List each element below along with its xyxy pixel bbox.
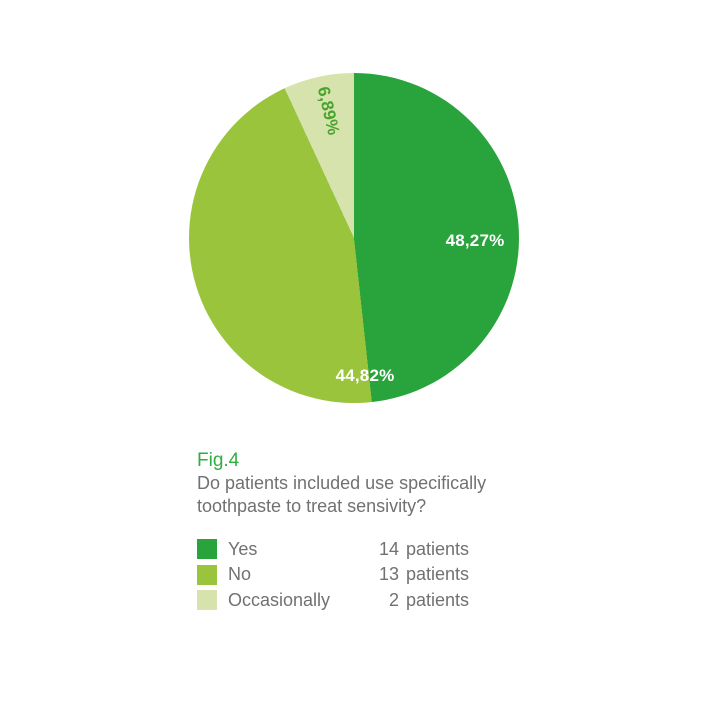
slice-percent-label-no: 44,82% bbox=[335, 366, 395, 385]
caption-block: Fig.4 Do patients included use specifica… bbox=[197, 449, 486, 518]
legend-swatch-no bbox=[197, 564, 217, 585]
legend-label-occasionally: Occasionally bbox=[228, 589, 331, 610]
figure-question-line2: toothpaste to treat sensivity? bbox=[197, 496, 427, 516]
legend-swatch-yes bbox=[197, 539, 217, 559]
legend: Yes 14 patients No 13 patients Occasiona… bbox=[197, 539, 469, 616]
slice-percent-label-occasionally: 6,89% bbox=[313, 84, 344, 137]
legend-swatch-occasionally bbox=[197, 590, 217, 610]
legend-label-no: No bbox=[228, 564, 252, 584]
legend-count-yes: 14 bbox=[378, 538, 399, 559]
legend-row-no: No 13 patients bbox=[197, 564, 470, 585]
slice-percent-label-yes: 48,27% bbox=[445, 231, 505, 250]
legend-label-yes: Yes bbox=[228, 538, 258, 559]
legend-count-occasionally: 2 bbox=[388, 589, 399, 610]
legend-unit-occasionally: patients bbox=[406, 589, 470, 610]
legend-count-no: 13 bbox=[378, 564, 399, 584]
figure-question: Do patients included use specifically to… bbox=[197, 472, 486, 518]
legend-unit-no: patients bbox=[406, 564, 470, 584]
figure-number: Fig.4 bbox=[197, 450, 240, 471]
figure-question-line1: Do patients included use specifically bbox=[197, 473, 487, 493]
pie-chart: 48,27% 44,82% 6,89% bbox=[189, 73, 519, 403]
legend-row-occasionally: Occasionally 2 patients bbox=[197, 590, 469, 610]
legend-row-yes: Yes 14 patients bbox=[197, 539, 469, 559]
legend-unit-yes: patients bbox=[406, 538, 470, 559]
